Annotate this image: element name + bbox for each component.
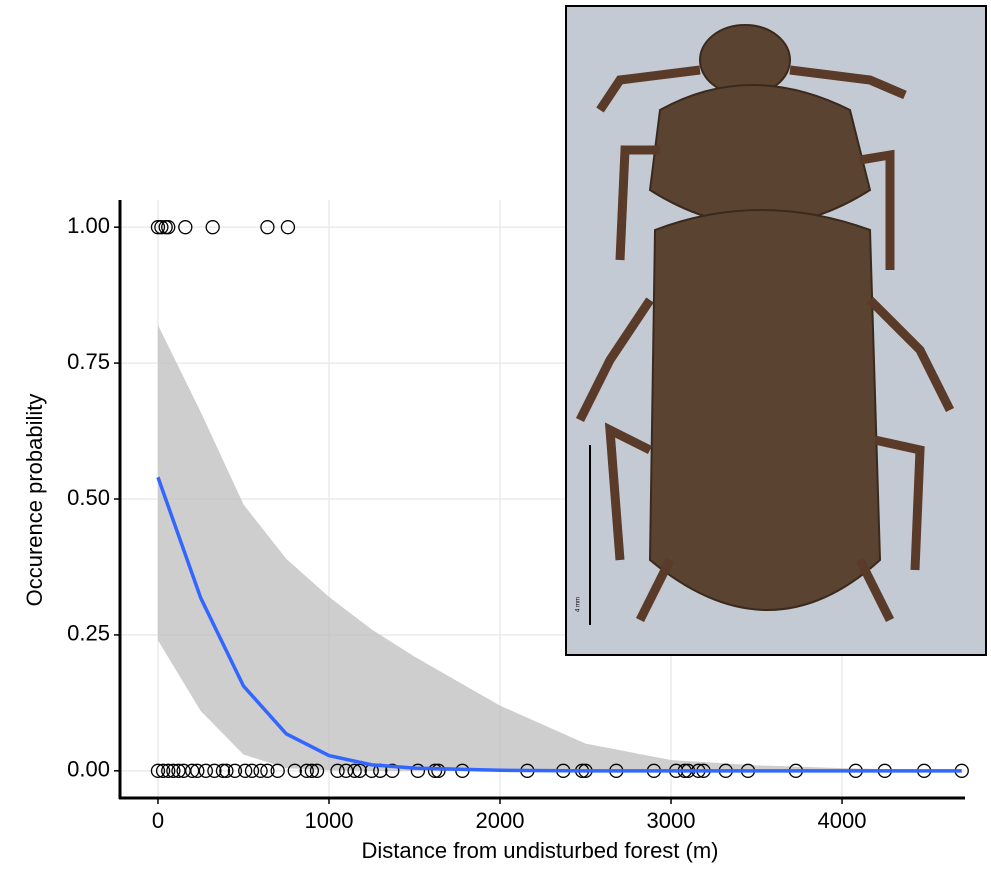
x-tick-label: 4000 <box>818 808 867 833</box>
point <box>176 763 191 778</box>
x-axis-label: Distance from undisturbed forest (m) <box>361 838 718 863</box>
point <box>280 220 296 235</box>
point <box>347 763 362 778</box>
point <box>150 220 166 235</box>
y-tick-label: 1.00 <box>67 213 110 238</box>
point <box>161 220 176 235</box>
point <box>304 763 320 778</box>
beetle <box>575 24 955 623</box>
point <box>154 220 169 235</box>
point <box>287 763 302 778</box>
point <box>171 763 186 778</box>
point <box>161 763 176 778</box>
y-tick-label: 0.00 <box>67 757 110 782</box>
x-tick-label: 1000 <box>305 808 354 833</box>
point <box>178 220 193 235</box>
y-tick-label: 0.75 <box>67 349 110 374</box>
point <box>253 763 268 778</box>
point <box>207 763 222 778</box>
point <box>260 763 275 778</box>
point <box>260 220 275 235</box>
point <box>270 763 285 778</box>
x-tick-label: 2000 <box>476 808 525 833</box>
point <box>410 763 426 778</box>
point <box>352 763 367 778</box>
fit-line <box>156 476 962 773</box>
point <box>227 763 243 778</box>
point <box>198 763 214 778</box>
point <box>330 763 345 778</box>
point <box>215 763 231 778</box>
y-tick-label: 0.25 <box>67 621 110 646</box>
point <box>155 763 171 778</box>
point <box>309 763 325 778</box>
y-axis-label: Occurence probability <box>22 394 47 607</box>
point <box>150 763 166 778</box>
inset-photo: 4 mm <box>565 5 987 656</box>
x-tick-label: 3000 <box>647 808 696 833</box>
point <box>190 763 205 778</box>
point <box>431 763 446 778</box>
point <box>205 220 220 235</box>
scale-label: 4 mm <box>576 597 582 612</box>
point <box>238 763 253 778</box>
point <box>299 763 314 778</box>
point <box>166 763 181 778</box>
x-tick-label: 0 <box>152 808 164 833</box>
point <box>185 763 200 778</box>
point <box>244 763 260 778</box>
point <box>385 763 400 778</box>
point <box>219 763 234 778</box>
y-tick-label: 0.50 <box>67 485 110 510</box>
point <box>338 763 354 778</box>
point <box>427 763 443 778</box>
confidence-band <box>157 325 962 771</box>
